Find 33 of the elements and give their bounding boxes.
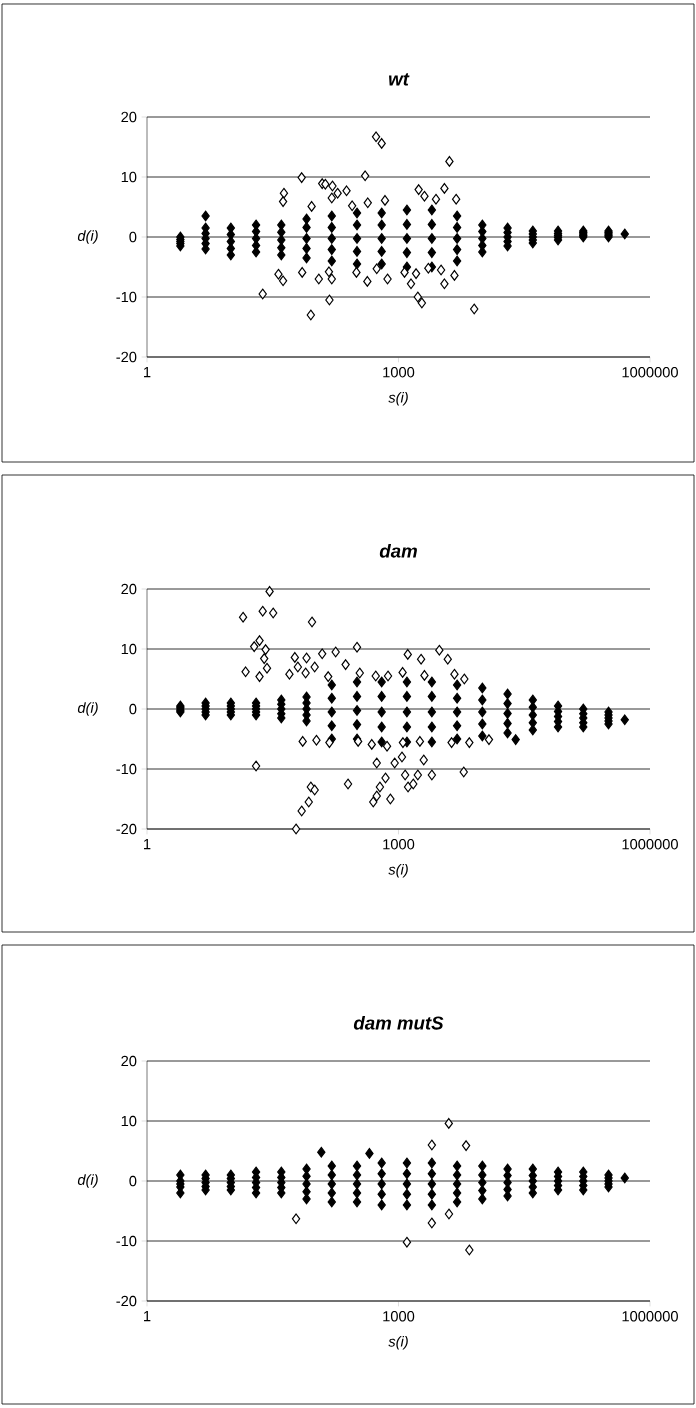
x-tick-label: 1000000 <box>622 367 678 378</box>
y-tick-label: 10 <box>121 1115 137 1127</box>
y-tick-label: -20 <box>116 823 137 835</box>
y-axis-title: d(i) <box>77 230 98 244</box>
chart-title: dam mutS <box>353 1015 444 1030</box>
x-axis-title: s(i) <box>388 1335 408 1350</box>
chart-title: wt <box>389 73 410 86</box>
y-tick-label: 20 <box>121 111 137 123</box>
y-axis-title: d(i) <box>77 1174 98 1188</box>
y-tick-label: 20 <box>121 1055 137 1067</box>
y-tick-label: 10 <box>121 643 137 655</box>
x-axis-title: s(i) <box>388 863 408 878</box>
y-axis-title: d(i) <box>77 702 98 716</box>
y-tick-label: 0 <box>129 1175 137 1187</box>
x-tick-label: 1000000 <box>622 1311 678 1322</box>
y-tick-label: -10 <box>116 763 137 775</box>
x-tick-label: 1 <box>144 1311 151 1322</box>
y-tick-label: 10 <box>121 171 137 183</box>
y-tick-label: -10 <box>116 1235 137 1247</box>
chart-title: dam <box>379 543 417 558</box>
x-tick-label: 1000000 <box>622 839 678 850</box>
y-tick-label: 20 <box>121 583 137 595</box>
y-tick-label: -20 <box>116 351 137 363</box>
y-tick-label: 0 <box>129 703 137 715</box>
x-tick-label: 1 <box>144 367 151 378</box>
x-tick-label: 1000 <box>383 839 415 850</box>
y-tick-label: 0 <box>129 231 137 243</box>
y-tick-label: -20 <box>116 1295 137 1307</box>
x-tick-label: 1 <box>144 839 151 850</box>
x-tick-label: 1000 <box>383 1311 415 1322</box>
x-tick-label: 1000 <box>383 367 415 378</box>
y-tick-label: -10 <box>116 291 137 303</box>
x-axis-title: s(i) <box>388 391 408 406</box>
